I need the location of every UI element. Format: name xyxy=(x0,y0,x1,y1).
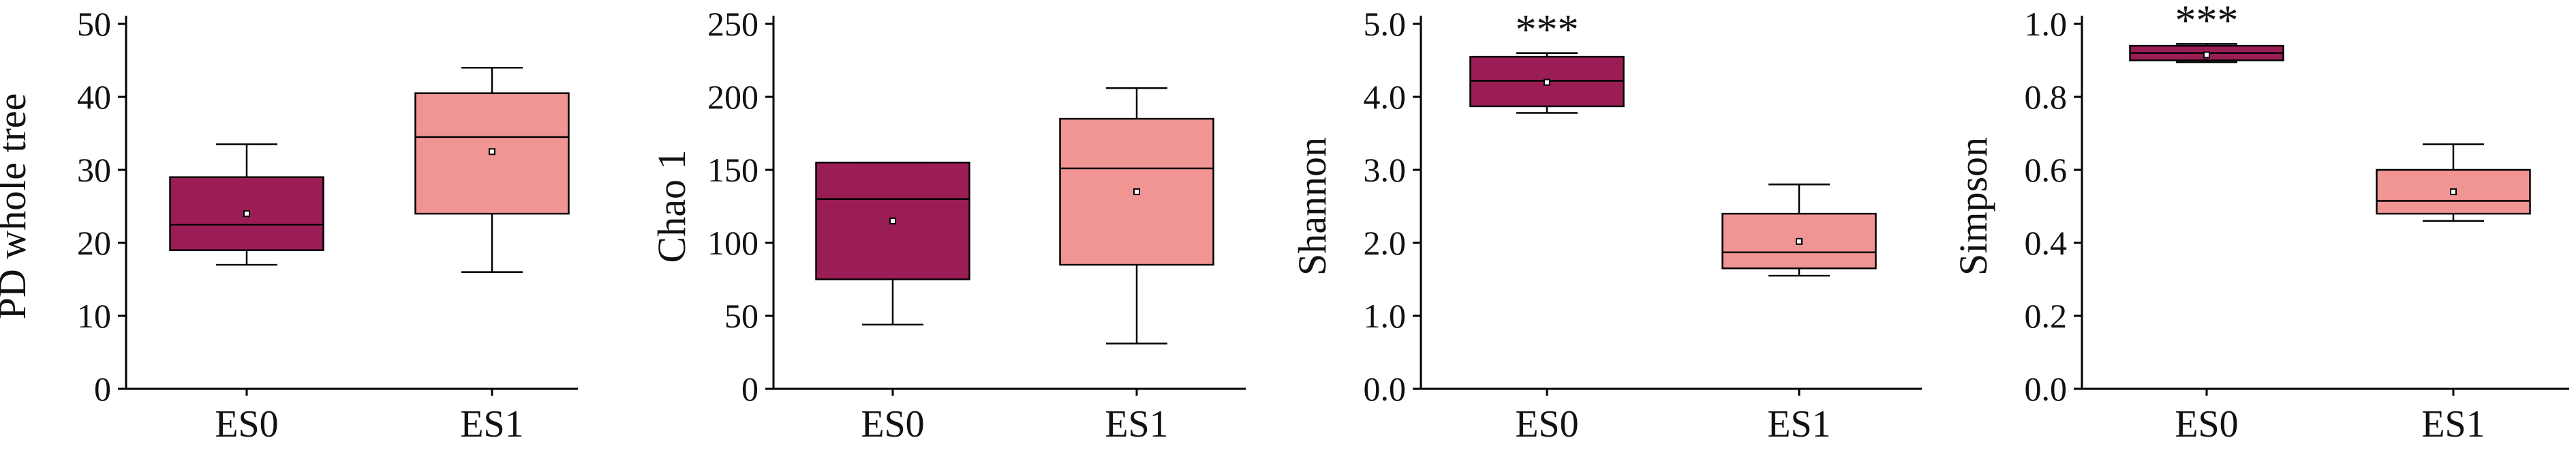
mean-marker xyxy=(489,148,495,156)
x-category-label: ES0 xyxy=(1515,403,1578,445)
y-tick-label: 40 xyxy=(77,78,111,116)
y-tick-label: 0.8 xyxy=(2025,78,2068,116)
y-axis-title: PD whole tree xyxy=(0,93,34,320)
y-axis-title: Chao 1 xyxy=(649,150,694,263)
y-tick-label: 2.0 xyxy=(1364,224,1407,262)
x-category-label: ES1 xyxy=(1767,403,1830,445)
y-tick-label: 0 xyxy=(741,370,758,408)
mean-marker xyxy=(1544,78,1550,86)
y-tick-label: 50 xyxy=(724,297,758,335)
y-tick-label: 20 xyxy=(77,224,111,262)
y-tick-label: 1.0 xyxy=(1364,297,1407,335)
chart-panel-1: 0 10 20 30 40 50 PD whole tree ES0 ES1 xyxy=(0,5,578,445)
x-category-label: ES1 xyxy=(460,403,523,445)
y-tick-label: 0 xyxy=(94,370,111,408)
box-es0: *** xyxy=(2129,0,2284,63)
significance-label: *** xyxy=(1516,7,1579,53)
y-tick-label: 100 xyxy=(707,224,758,262)
box-es1 xyxy=(1059,87,1214,344)
box-es0 xyxy=(169,143,324,266)
mean-marker xyxy=(2203,51,2210,59)
y-axis-title: Simpson xyxy=(1951,137,1995,276)
mean-marker xyxy=(889,217,896,224)
x-category-label: ES0 xyxy=(215,403,278,445)
chart-panel-3: 0.0 1.0 2.0 3.0 4.0 5.0 Shannon *** ES0 ES1 xyxy=(1290,5,1922,445)
y-tick-label: 5.0 xyxy=(1364,5,1407,43)
significance-label: *** xyxy=(2175,0,2239,44)
y-tick-label: 30 xyxy=(77,151,111,189)
y-tick-label: 250 xyxy=(707,5,758,43)
box-es0: *** xyxy=(1469,7,1625,114)
y-tick-label: 200 xyxy=(707,78,758,116)
y-tick-label: 0.4 xyxy=(2025,224,2068,262)
box-es1 xyxy=(414,66,570,274)
y-tick-label: 0.6 xyxy=(2025,151,2068,189)
x-category-label: ES0 xyxy=(861,403,924,445)
y-axis-title: Shannon xyxy=(1290,137,1334,276)
y-tick-label: 0.2 xyxy=(2025,297,2068,335)
y-tick-label: 0.0 xyxy=(2025,370,2068,408)
x-category-label: ES1 xyxy=(1105,403,1168,445)
mean-marker xyxy=(243,210,250,218)
y-tick-label: 50 xyxy=(77,5,111,43)
box-es0 xyxy=(815,162,970,326)
mean-marker xyxy=(1796,237,1803,245)
box-es1 xyxy=(2376,143,2531,222)
chart-panel-2: 0 50 100 150 200 250 Chao 1 ES0 ES1 xyxy=(649,5,1246,445)
x-category-label: ES1 xyxy=(2421,403,2485,445)
x-category-label: ES0 xyxy=(2175,403,2238,445)
y-tick-label: 150 xyxy=(707,151,758,189)
y-tick-label: 3.0 xyxy=(1364,151,1407,189)
y-tick-label: 4.0 xyxy=(1364,78,1407,116)
mean-marker xyxy=(2450,188,2457,196)
y-tick-label: 0.0 xyxy=(1364,370,1407,408)
y-tick-label: 10 xyxy=(77,297,111,335)
chart-panel-4: 0.0 0.2 0.4 0.6 0.8 1.0 Simpson *** ES0 ES1 xyxy=(1951,0,2569,445)
box-es1 xyxy=(1721,184,1877,277)
mean-marker xyxy=(1133,188,1140,196)
y-tick-label: 1.0 xyxy=(2025,5,2068,43)
